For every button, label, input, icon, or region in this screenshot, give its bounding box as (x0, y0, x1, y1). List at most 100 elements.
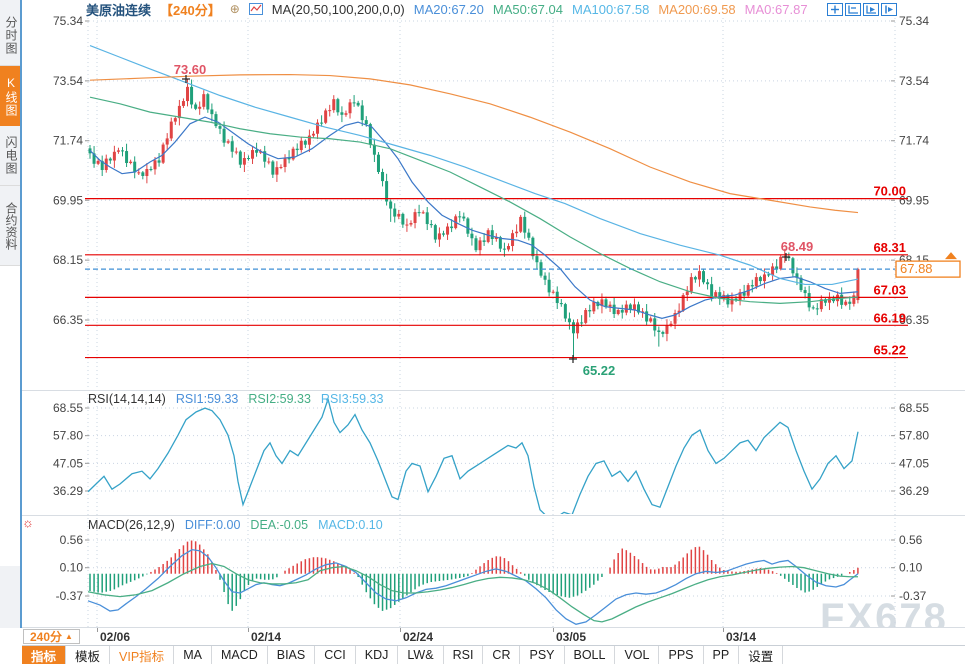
ma200-line (89, 73, 859, 214)
rsi-axis-label: 68.55 (899, 401, 929, 415)
toolbar-item-10[interactable]: RSI (444, 646, 484, 664)
macd-axis-label: 0.10 (899, 561, 923, 575)
timeline-row: 240分 ▲ 02/06 02/14 02/24 03/05 03/14 (22, 628, 965, 645)
macd-value: MACD:0.10 (318, 518, 383, 532)
price-axis-label: 73.54 (899, 74, 929, 88)
price-axis-label: 68.15 (53, 253, 83, 267)
macd-header: MACD(26,12,9) DIFF:0.00 DEA:-0.05 MACD:0… (88, 518, 383, 532)
chart-type-icon[interactable] (248, 3, 263, 15)
timeframe-button[interactable]: 240分 ▲ (23, 629, 80, 644)
date-label: 02/14 (251, 630, 282, 644)
jump-to-latest-icon[interactable] (881, 3, 897, 16)
toolbar-item-17[interactable]: 设置 (739, 646, 784, 664)
toolbar-item-11[interactable]: CR (483, 646, 521, 664)
toolbar-item-5[interactable]: MACD (212, 646, 268, 664)
rsi-header: RSI(14,14,14) RSI1:59.33 RSI2:59.33 RSI3… (88, 392, 383, 406)
date-tick (723, 628, 724, 632)
sidebar-tab-contract-info[interactable]: 合约资料 (0, 186, 20, 266)
crosshair-icon[interactable] (827, 3, 843, 16)
ma100-line (89, 45, 859, 286)
symbol-title: 美原油连续 (86, 2, 152, 18)
price-axis-label: 71.74 (53, 134, 83, 148)
current-price-box (895, 260, 961, 278)
date-tick (248, 628, 249, 632)
macd-axis-label: 0.56 (899, 533, 923, 547)
toolbar-item-8[interactable]: KDJ (356, 646, 399, 664)
toolbar-item-14[interactable]: VOL (615, 646, 660, 664)
rsi-axis-label: 36.29 (53, 484, 83, 498)
dea-value: DEA:-0.05 (250, 518, 309, 532)
timeframe-label: 240分 (30, 630, 63, 644)
level-label: 68.31 (873, 240, 906, 255)
level-label: 66.19 (873, 310, 906, 325)
ma50-value: MA50:67.04 (492, 1, 563, 17)
toolbar-item-1[interactable]: 指标 (22, 646, 67, 664)
ma200-value: MA200:69.58 (658, 1, 736, 17)
macd-params-label: MACD(26,12,9) (88, 518, 175, 532)
ma0-value: MA0:67.87 (744, 1, 808, 17)
rsi-axis-label: 47.05 (53, 456, 83, 470)
rsi-params-label: RSI(14,14,14) (88, 392, 166, 406)
toolbar-item-15[interactable]: PPS (659, 646, 704, 664)
price-annotation: 65.22 (583, 363, 616, 378)
price-axis-label: 66.35 (53, 313, 83, 327)
ma20-line (89, 116, 859, 319)
sidebar: 分时图 K线图 闪电图 合约资料 (0, 0, 22, 628)
toolbar-item-9[interactable]: LW& (398, 646, 444, 664)
rsi-axis-label: 36.29 (899, 484, 929, 498)
date-label: 03/05 (556, 630, 587, 644)
toolbar-item-16[interactable]: PP (704, 646, 740, 664)
price-axis-label: 66.35 (899, 313, 929, 327)
indicator-settings-icon[interactable]: ☼ (22, 515, 34, 530)
date-label: 02/24 (403, 630, 434, 644)
price-axis-label: 69.95 (53, 193, 83, 207)
macd-axis-label: 0.56 (60, 533, 84, 547)
sidebar-spacer (0, 266, 20, 566)
macd-axis-label: -0.37 (56, 589, 84, 603)
sidebar-tab-timeline[interactable]: 分时图 (0, 6, 20, 66)
macd-axis-label: 0.10 (60, 561, 84, 575)
toolbar-item-2[interactable]: 模板 (66, 646, 111, 664)
price-axis-label: 75.34 (899, 14, 929, 28)
rsi-line (87, 396, 859, 514)
sidebar-tab-flash[interactable]: 闪电图 (0, 126, 20, 186)
rsi-axis-label: 57.80 (53, 429, 83, 443)
date-tick (400, 628, 401, 632)
toolbar-item-13[interactable]: BOLL (565, 646, 616, 664)
level-label: 67.03 (873, 282, 906, 297)
toolbar-item-7[interactable]: CCI (315, 646, 356, 664)
rsi-axis-label: 57.80 (899, 429, 929, 443)
ma20-value: MA20:67.20 (413, 1, 484, 17)
date-tick (97, 628, 98, 632)
chevron-up-icon: ▲ (65, 632, 73, 641)
rsi-axis-label: 47.05 (899, 456, 929, 470)
price-axis-label: 75.34 (53, 14, 83, 28)
dea-line (87, 562, 858, 623)
diff-line (87, 548, 859, 625)
toolbar-item-12[interactable]: PSY (520, 646, 565, 664)
date-label: 02/06 (100, 630, 131, 644)
macd-axis-label: -0.37 (899, 589, 927, 603)
toolbar-item-3[interactable]: VIP指标 (110, 646, 175, 664)
diff-value: DIFF:0.00 (184, 518, 241, 532)
price-annotation: 73.60 (174, 62, 207, 77)
date-label: 03/14 (726, 630, 757, 644)
chart-tools (827, 3, 897, 16)
target-icon[interactable]: ⊕ (229, 2, 240, 16)
date-tick (553, 628, 554, 632)
ma50-line (89, 96, 859, 304)
sidebar-tab-kline[interactable]: K线图 (0, 66, 20, 126)
rsi3-value: RSI3:59.33 (320, 392, 384, 406)
level-label: 70.00 (873, 184, 906, 199)
axis-zoom-in-icon[interactable] (863, 3, 879, 16)
chart-canvas[interactable]: 75.34 75.34 73.54 73.54 71.74 71.74 69.95 69.95… (0, 0, 965, 628)
axis-zoom-out-icon[interactable] (845, 3, 861, 16)
rsi-axis-label: 68.55 (53, 401, 83, 415)
toolbar-item-4[interactable]: MA (174, 646, 212, 664)
latest-arrow-icon[interactable] (945, 252, 957, 260)
indicator-toolbar: 指标 模板 VIP指标 MA MACD BIAS CCI KDJ LW& RSI CR PSY BOLL… (22, 645, 965, 664)
rsi1-value: RSI1:59.33 (175, 392, 239, 406)
toolbar-item-6[interactable]: BIAS (268, 646, 316, 664)
period-label: 【240分】 (160, 2, 221, 18)
